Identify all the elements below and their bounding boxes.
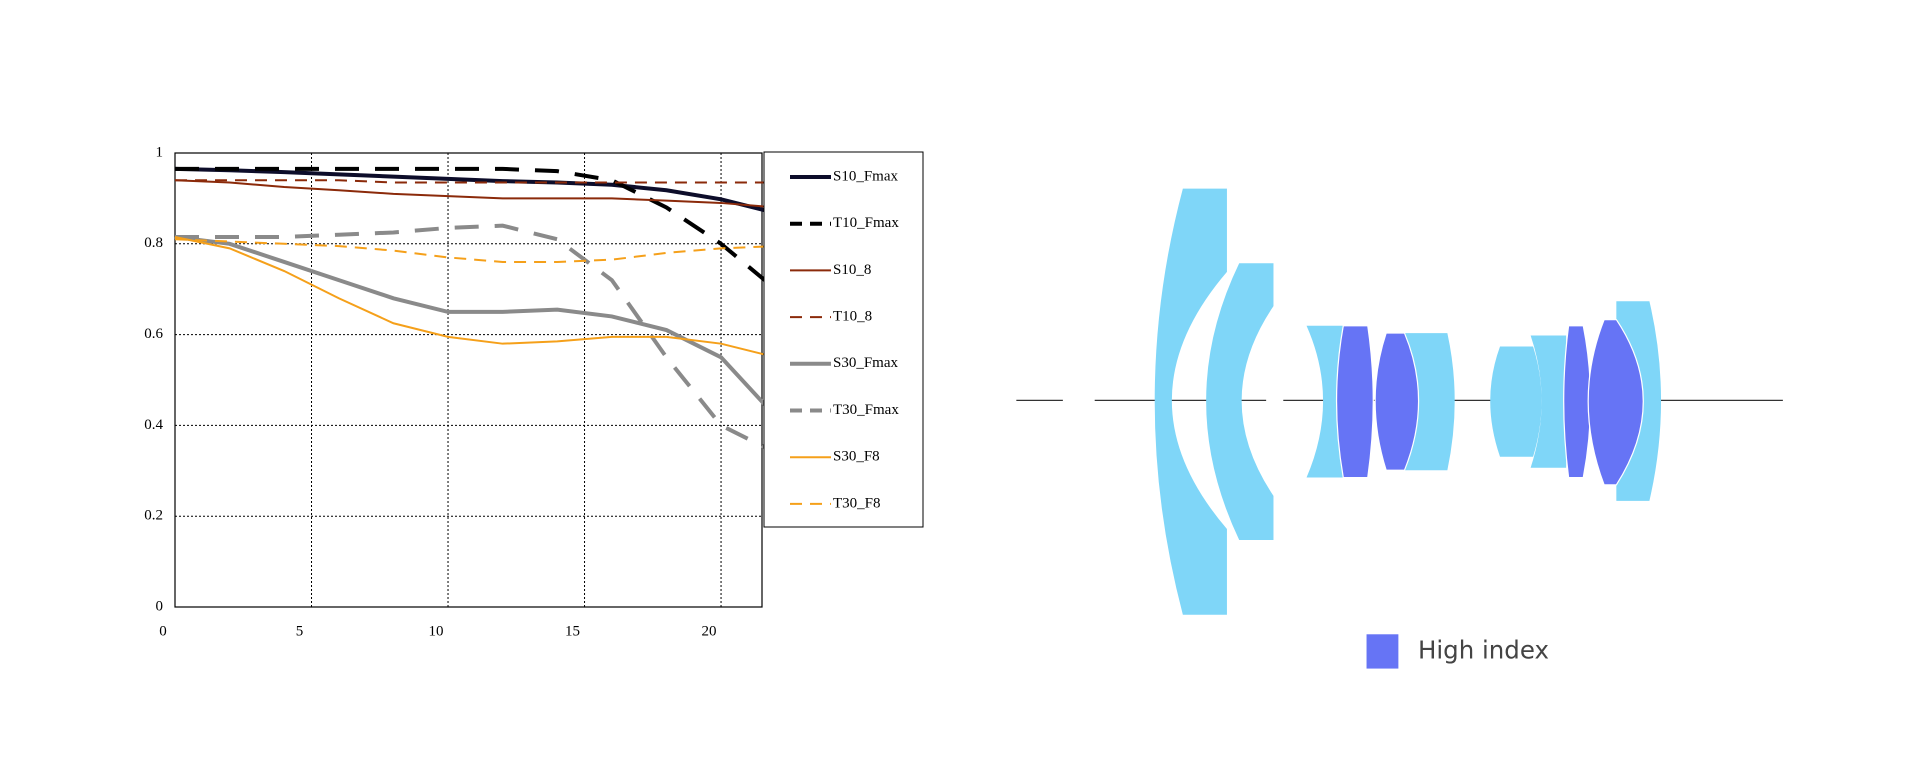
lens-element bbox=[1530, 335, 1567, 468]
series-line bbox=[174, 236, 776, 359]
mtf-chart: 00.20.40.60.810 5 10 15 20S10_FmaxT10_FmaxS1… bbox=[144, 144, 924, 639]
series-line bbox=[175, 179, 776, 184]
y-tick-label: 1 bbox=[156, 144, 164, 160]
y-tick-label: 0.2 bbox=[144, 508, 163, 524]
legend-label: High index bbox=[1418, 635, 1549, 664]
lens-diagram: High index bbox=[1016, 188, 1783, 669]
legend-label: S10_Fmax bbox=[833, 168, 899, 184]
legend-label: T30_F8 bbox=[833, 495, 881, 511]
plot-area bbox=[174, 152, 763, 608]
legend-swatch bbox=[1366, 634, 1399, 669]
high-index-elements bbox=[1335, 318, 1644, 486]
series-line bbox=[175, 223, 777, 455]
lens-element bbox=[1616, 301, 1662, 501]
x-tick-label: 20 bbox=[702, 623, 717, 639]
lens-element bbox=[1490, 346, 1542, 457]
series-line bbox=[174, 238, 776, 263]
lens-element bbox=[1404, 333, 1455, 471]
lens-element bbox=[1374, 332, 1420, 471]
y-tick-label: 0 bbox=[156, 598, 164, 614]
series-line bbox=[174, 166, 777, 215]
lens-element bbox=[1587, 318, 1644, 486]
lens-element bbox=[1335, 325, 1374, 479]
legend-box bbox=[763, 151, 924, 528]
series-line bbox=[175, 166, 777, 291]
x-tick-label: 0 bbox=[159, 623, 167, 639]
legend-label: T10_Fmax bbox=[833, 215, 899, 231]
lens-element bbox=[1206, 263, 1274, 541]
series-line bbox=[174, 179, 776, 209]
legend-label: S30_F8 bbox=[833, 449, 880, 465]
x-tick-label: 10 bbox=[429, 623, 444, 639]
y-tick-label: 0.6 bbox=[144, 326, 163, 342]
legend-label: S10_8 bbox=[833, 262, 871, 278]
y-tick-label: 0.4 bbox=[144, 417, 163, 433]
series-line bbox=[174, 235, 778, 418]
low-index-elements bbox=[1154, 188, 1662, 615]
y-tick-label: 0.8 bbox=[144, 235, 163, 251]
lens-element bbox=[1563, 325, 1592, 479]
lens-element bbox=[1306, 325, 1344, 478]
legend-label: T30_Fmax bbox=[833, 402, 899, 418]
legend-label: T10_8 bbox=[833, 309, 872, 325]
x-tick-label: 5 bbox=[296, 623, 304, 639]
legend-label: S30_Fmax bbox=[833, 355, 899, 371]
lens-element bbox=[1154, 188, 1227, 615]
x-tick-label: 15 bbox=[565, 623, 580, 639]
